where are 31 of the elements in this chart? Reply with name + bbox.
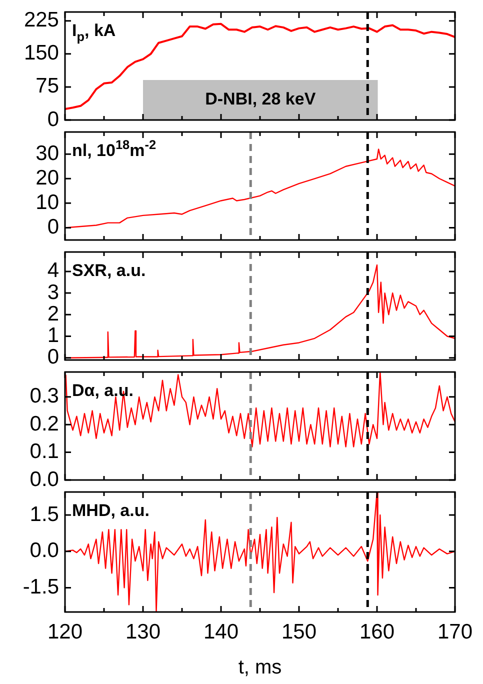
x-tick-label: 120 <box>47 620 83 644</box>
y-tick-label: 0.2 <box>30 412 59 436</box>
y-tick-label: 10 <box>36 190 59 214</box>
y-tick-label: 0 <box>47 216 59 239</box>
text: Dα, a.u. <box>72 381 134 400</box>
y-tick-label: 0.1 <box>30 440 59 464</box>
text: MHD, a.u. <box>72 501 150 520</box>
x-tick-label: 160 <box>359 620 395 644</box>
y-tick-label: 4 <box>47 259 60 282</box>
y-tick-label: 75 <box>36 74 59 98</box>
y-tick-label: 20 <box>36 166 59 190</box>
x-tick-label: 150 <box>281 620 317 644</box>
x-axis-title: t, ms <box>238 656 282 679</box>
y-tick-label: 30 <box>36 142 59 165</box>
y-tick-label: 0.0 <box>30 539 59 562</box>
y-tick-label: 0.0 <box>30 468 59 491</box>
text: SXR, a.u. <box>72 261 146 280</box>
y-tick-label: 150 <box>24 42 59 65</box>
y-tick-label: 2 <box>47 302 59 326</box>
y-tick-label: 1.5 <box>30 502 59 526</box>
y-tick-label: 3 <box>47 280 59 304</box>
y-tick-label: 0.3 <box>30 384 59 408</box>
y-tick-label: 0 <box>47 108 59 131</box>
y-tick-label: 0 <box>47 346 59 369</box>
x-tick-label: 170 <box>437 620 473 644</box>
band-label: D-NBI, 28 keV <box>205 90 316 109</box>
y-tick-label: 1 <box>47 324 59 348</box>
x-tick-label: 140 <box>203 620 239 644</box>
y-tick-label: 225 <box>24 8 59 32</box>
x-tick-label: 130 <box>125 620 161 644</box>
y-tick-label: -1.5 <box>22 576 59 599</box>
